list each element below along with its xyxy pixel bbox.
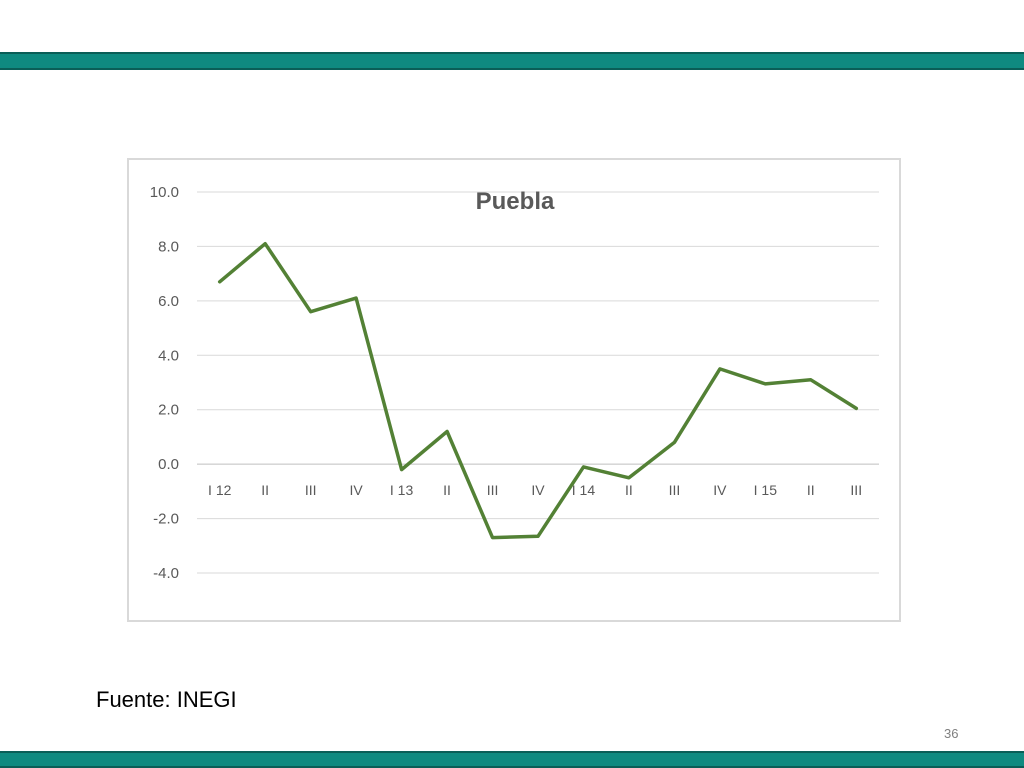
chart-title: Puebla (476, 188, 555, 215)
source-note: Fuente: INEGI (96, 687, 237, 712)
top-accent-bar (0, 52, 1024, 70)
x-tick-label: II (625, 482, 633, 498)
x-tick-label: III (850, 482, 862, 498)
x-tick-label: III (669, 482, 681, 498)
chart-frame: 10.0 8.0 6.0 4.0 2.0 0.0 -2.0 -4.0 I 12 II III IV I… (127, 158, 901, 622)
x-tick-label: II (261, 482, 269, 498)
line-chart: 10.08.06.04.02.00.0-2.0-4.0 I 12 II III IV I… (150, 184, 879, 582)
x-tick-label: III (487, 482, 499, 498)
x-tick-label: II (443, 482, 451, 498)
x-tick-label: I 13 (390, 482, 414, 498)
y-tick-label: -4.0 (153, 565, 179, 582)
y-tick-label: 4.0 (158, 347, 179, 364)
x-tick-label: II (807, 482, 815, 498)
y-tick-label: -2.0 (153, 511, 179, 528)
x-tick-label: IV (713, 482, 727, 498)
x-tick-label: III (305, 482, 317, 498)
x-tick-label: I 15 (754, 482, 778, 498)
y-tick-label: 8.0 (158, 238, 179, 255)
y-tick-label: 10.0 (150, 184, 179, 201)
slide-number: 36 (944, 726, 959, 741)
y-tick-label: 6.0 (158, 293, 179, 310)
y-tick-label: 0.0 (158, 456, 179, 473)
x-tick-label: IV (350, 482, 364, 498)
x-tick-label: I 12 (208, 482, 232, 498)
x-tick-label: I 14 (572, 482, 596, 498)
bottom-accent-bar (0, 751, 1024, 768)
x-tick-label: IV (531, 482, 545, 498)
y-tick-label: 2.0 (158, 402, 179, 419)
series-line (217, 241, 859, 540)
